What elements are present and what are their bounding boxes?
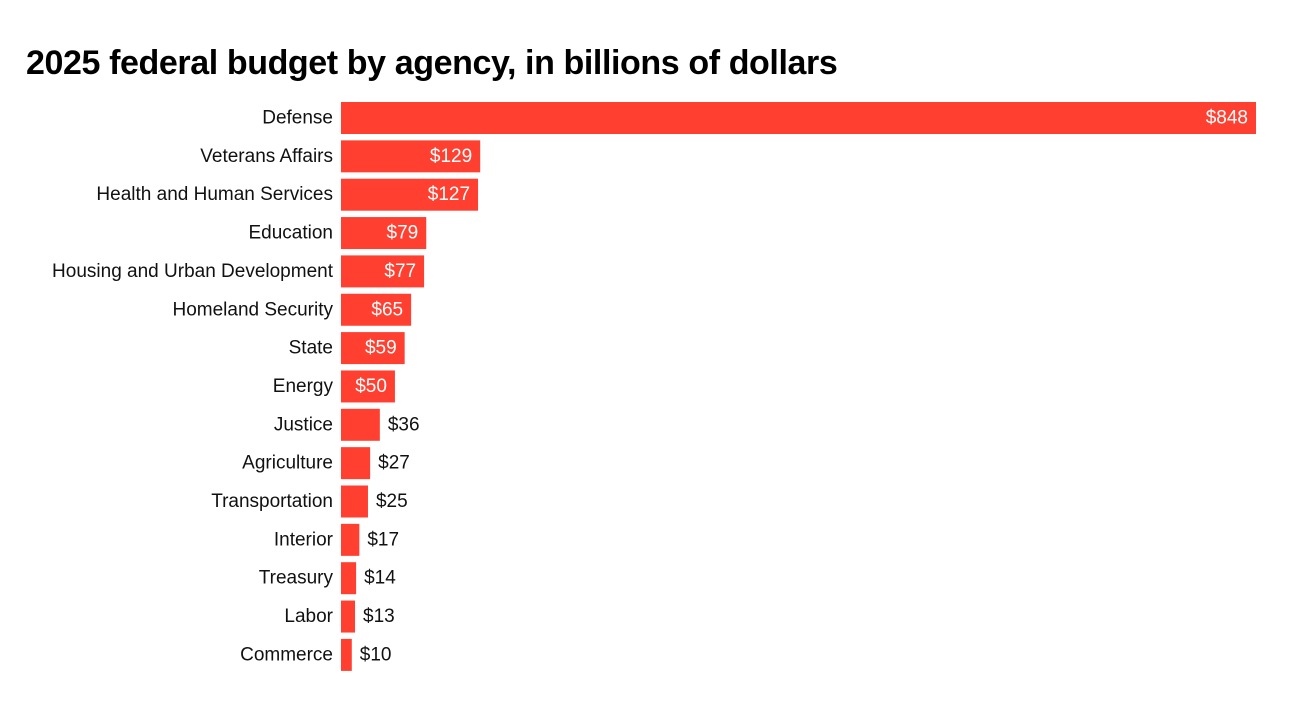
bar: [341, 178, 479, 211]
bar: [341, 140, 481, 173]
category-label: Homeland Security: [172, 299, 333, 320]
data-label: $79: [387, 223, 419, 244]
data-label: $77: [384, 261, 416, 282]
category-label: Treasury: [259, 568, 334, 589]
data-label: $127: [428, 184, 470, 205]
bar: [341, 485, 368, 518]
category-label: Health and Human Services: [96, 184, 333, 205]
category-label: Veterans Affairs: [200, 146, 333, 167]
category-label: Transportation: [211, 491, 333, 512]
data-label: $17: [367, 529, 399, 550]
bar: [341, 408, 380, 441]
bar: [341, 102, 1256, 134]
data-label: $59: [365, 338, 397, 359]
category-label: Interior: [274, 529, 334, 550]
data-label: $50: [355, 376, 387, 397]
category-label: State: [289, 338, 333, 359]
data-label: $25: [376, 491, 408, 512]
bar: [341, 447, 371, 480]
category-label: Commerce: [240, 644, 333, 665]
data-label: $129: [430, 146, 472, 167]
category-label: Housing and Urban Development: [52, 261, 334, 282]
bar: [341, 523, 360, 556]
bar: [341, 600, 356, 633]
data-label: $13: [363, 606, 395, 627]
chart-title: 2025 federal budget by agency, in billio…: [26, 44, 838, 82]
bar: [341, 370, 395, 403]
data-label: $65: [371, 299, 403, 320]
category-label: Agriculture: [242, 453, 333, 474]
category-label: Defense: [262, 108, 333, 129]
bar: [341, 217, 427, 250]
data-label: $10: [360, 644, 392, 665]
bar: [341, 638, 352, 671]
data-label: $36: [388, 414, 420, 435]
bar: [341, 255, 425, 288]
category-label: Education: [248, 223, 333, 244]
bar: [341, 562, 357, 595]
data-label: $27: [378, 453, 410, 474]
bar: [341, 293, 412, 326]
data-label: $14: [364, 568, 396, 589]
category-label: Labor: [284, 606, 333, 627]
bar: [341, 332, 405, 365]
category-label: Justice: [274, 414, 333, 435]
data-label: $848: [1206, 108, 1248, 129]
category-label: Energy: [273, 376, 334, 397]
